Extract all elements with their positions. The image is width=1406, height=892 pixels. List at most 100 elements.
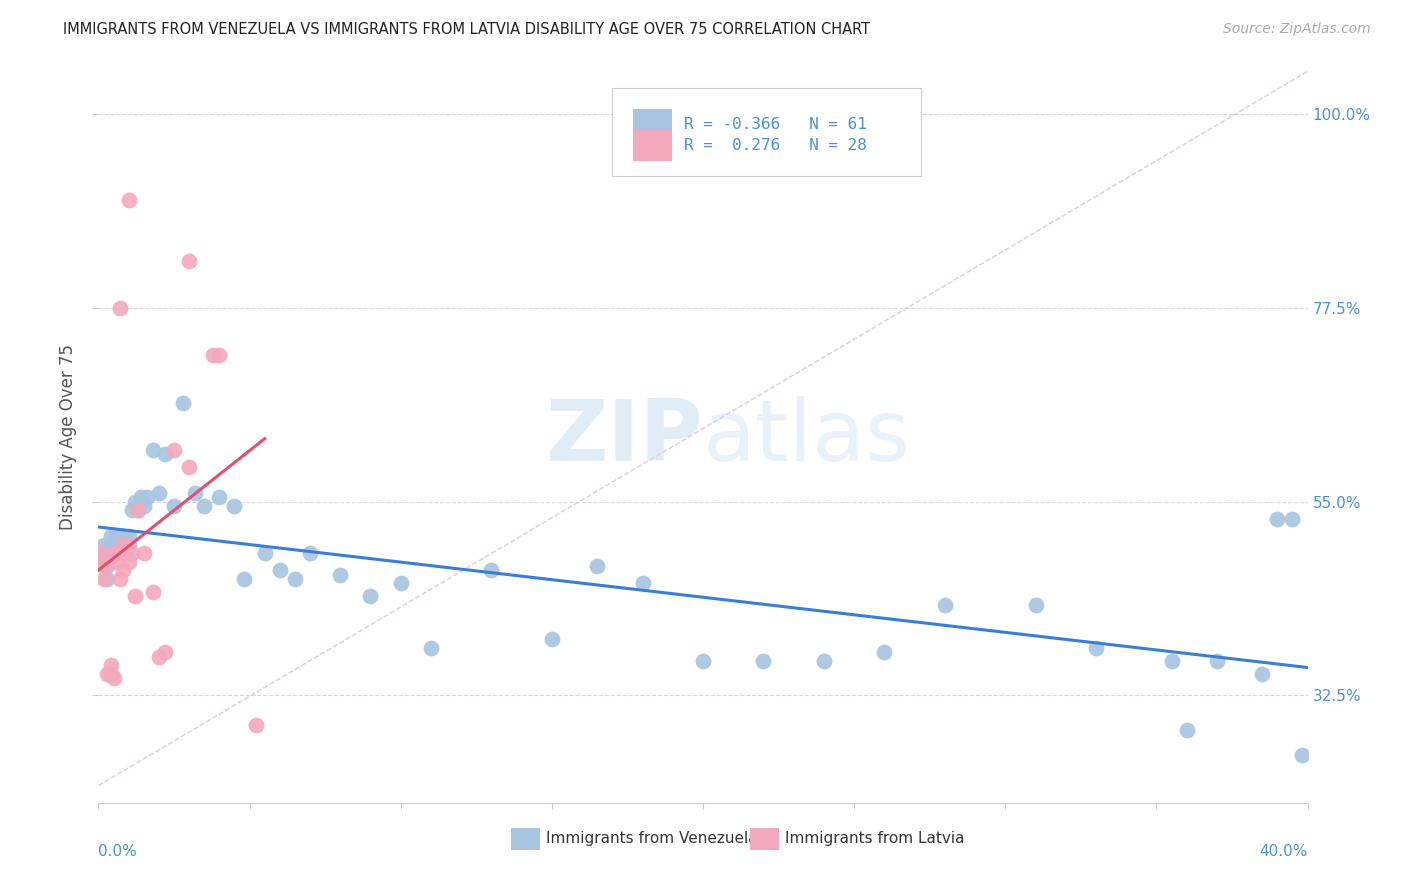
Point: [1175, 723, 1198, 737]
Point: [934, 598, 956, 612]
Point: [108, 538, 131, 552]
Point: [142, 442, 165, 457]
Point: [873, 645, 896, 659]
Point: [114, 546, 136, 560]
Point: [96, 559, 118, 574]
Point: [245, 718, 267, 732]
Point: [148, 486, 170, 500]
Point: [93, 572, 115, 586]
Point: [124, 589, 146, 603]
Point: [481, 564, 503, 578]
Point: [118, 555, 141, 569]
Point: [193, 499, 215, 513]
Point: [121, 503, 143, 517]
FancyBboxPatch shape: [613, 88, 921, 176]
Point: [1085, 640, 1108, 655]
Point: [108, 572, 131, 586]
Point: [103, 546, 125, 560]
Point: [96, 555, 118, 569]
Point: [132, 546, 155, 560]
Point: [179, 460, 201, 475]
Point: [96, 572, 118, 586]
Point: [132, 499, 155, 513]
Point: [121, 546, 143, 560]
Point: [100, 658, 122, 673]
Point: [105, 529, 128, 543]
Point: [105, 546, 128, 560]
Point: [103, 671, 125, 685]
Point: [208, 348, 231, 362]
Point: [100, 529, 122, 543]
Point: [100, 538, 122, 552]
Point: [752, 654, 775, 668]
Point: [93, 538, 115, 552]
Point: [163, 442, 186, 457]
Point: [111, 529, 134, 543]
FancyBboxPatch shape: [633, 109, 672, 139]
Text: atlas: atlas: [703, 395, 911, 479]
Text: ZIP: ZIP: [546, 395, 703, 479]
Point: [232, 572, 254, 586]
Text: IMMIGRANTS FROM VENEZUELA VS IMMIGRANTS FROM LATVIA DISABILITY AGE OVER 75 CORRE: IMMIGRANTS FROM VENEZUELA VS IMMIGRANTS …: [63, 22, 870, 37]
Point: [172, 395, 194, 409]
Point: [1160, 654, 1182, 668]
Point: [269, 564, 291, 578]
Point: [90, 546, 112, 560]
Point: [224, 499, 246, 513]
Point: [163, 499, 186, 513]
Point: [96, 666, 118, 681]
Point: [692, 654, 714, 668]
Point: [100, 666, 122, 681]
Point: [108, 529, 131, 543]
Point: [813, 654, 835, 668]
Text: R = -0.366   N = 61: R = -0.366 N = 61: [683, 117, 866, 131]
Text: 40.0%: 40.0%: [1260, 844, 1308, 859]
Point: [1281, 512, 1303, 526]
Point: [631, 576, 654, 591]
Point: [142, 585, 165, 599]
Point: [253, 546, 276, 560]
Text: R =  0.276   N = 28: R = 0.276 N = 28: [683, 137, 866, 153]
Point: [1251, 666, 1274, 681]
Point: [179, 253, 201, 268]
Point: [208, 491, 231, 505]
Point: [118, 194, 141, 208]
FancyBboxPatch shape: [633, 130, 672, 161]
Point: [103, 546, 125, 560]
Point: [118, 529, 141, 543]
Point: [1024, 598, 1046, 612]
Point: [105, 555, 128, 569]
Point: [153, 447, 176, 461]
Text: 0.0%: 0.0%: [98, 844, 138, 859]
Point: [329, 567, 352, 582]
Point: [114, 533, 136, 548]
Point: [93, 559, 115, 574]
Point: [111, 546, 134, 560]
Point: [184, 486, 207, 500]
Point: [1267, 512, 1289, 526]
Text: Immigrants from Venezuela: Immigrants from Venezuela: [546, 831, 758, 847]
Point: [586, 559, 609, 574]
Point: [111, 564, 134, 578]
Point: [389, 576, 412, 591]
Point: [124, 494, 146, 508]
Point: [284, 572, 307, 586]
Point: [127, 503, 149, 517]
Point: [135, 491, 157, 505]
Point: [1206, 654, 1229, 668]
Point: [108, 546, 131, 560]
Point: [153, 645, 176, 659]
Point: [148, 649, 170, 664]
Point: [1291, 748, 1313, 763]
Point: [90, 555, 112, 569]
Text: Source: ZipAtlas.com: Source: ZipAtlas.com: [1223, 22, 1371, 37]
Point: [540, 632, 562, 647]
Point: [360, 589, 382, 603]
Point: [129, 491, 152, 505]
Y-axis label: Disability Age Over 75: Disability Age Over 75: [59, 344, 77, 530]
Point: [103, 533, 125, 548]
FancyBboxPatch shape: [751, 828, 779, 849]
Point: [420, 640, 443, 655]
Point: [118, 538, 141, 552]
Point: [299, 546, 322, 560]
